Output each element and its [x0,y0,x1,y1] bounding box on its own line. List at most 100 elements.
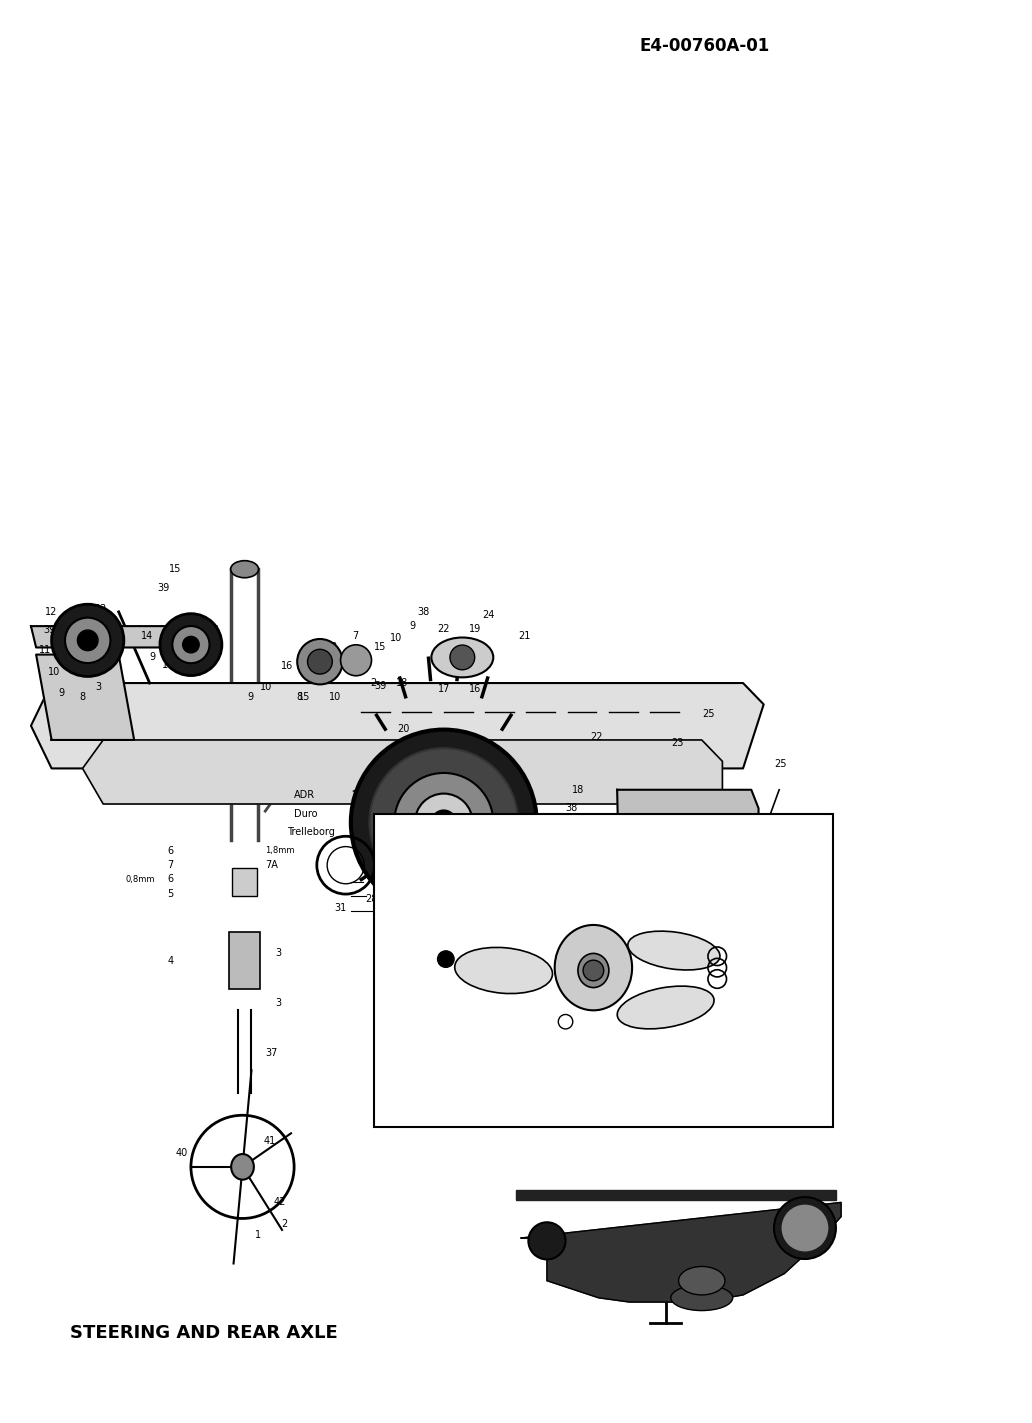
Text: 39: 39 [157,582,169,593]
Text: 12: 12 [45,606,58,618]
Bar [229,932,260,989]
Text: 21: 21 [722,988,735,999]
Circle shape [351,730,537,915]
Ellipse shape [431,638,493,677]
Text: 27: 27 [526,888,539,899]
Text: 32: 32 [630,877,642,888]
Circle shape [308,649,332,675]
Text: E4-00760A-01: E4-00760A-01 [640,37,770,54]
Text: Duro: Duro [294,808,318,820]
Circle shape [77,630,98,650]
Text: 19: 19 [469,623,481,635]
Circle shape [297,639,343,684]
Text: 1,8mm: 1,8mm [265,847,295,855]
Text: 3: 3 [276,998,282,1009]
Text: 16: 16 [469,683,481,694]
Text: 10: 10 [390,632,402,643]
Text: 2: 2 [370,677,377,689]
Text: 39: 39 [43,625,56,636]
Text: Trelleborg: Trelleborg [287,827,334,838]
Bar [232,868,257,896]
Text: 35: 35 [702,862,714,874]
Ellipse shape [671,1285,733,1311]
Text: 22: 22 [730,973,742,985]
Text: 42: 42 [273,1197,286,1208]
Circle shape [782,1205,828,1251]
Text: 34: 34 [691,842,704,854]
Text: 33: 33 [660,915,673,926]
Text: 15: 15 [374,642,386,653]
Text: 22: 22 [557,1022,570,1033]
Text: 15: 15 [461,906,474,918]
Text: 8: 8 [79,692,86,703]
Circle shape [183,636,199,653]
Text: 7A: 7A [265,859,278,871]
Circle shape [341,645,372,676]
Polygon shape [83,740,722,804]
Text: 15: 15 [298,692,311,703]
Text: 15: 15 [169,564,182,575]
Text: 9: 9 [59,687,65,699]
Text: 29: 29 [401,909,414,921]
Text: 9: 9 [248,692,254,703]
Text: 10: 10 [47,666,60,677]
Ellipse shape [679,1266,725,1295]
Ellipse shape [627,931,720,970]
Text: ALTERNATIVE: ALTERNATIVE [386,1110,499,1126]
Text: 16: 16 [281,660,293,672]
Circle shape [450,645,475,670]
Text: 15: 15 [340,660,352,672]
Text: 22: 22 [635,842,647,854]
Text: 38: 38 [566,803,578,814]
Circle shape [369,748,518,896]
Polygon shape [31,683,764,768]
Text: 16: 16 [489,926,502,938]
Text: 1: 1 [255,1229,261,1241]
Circle shape [774,1197,836,1259]
Circle shape [415,794,473,851]
Text: 27: 27 [351,827,364,838]
Circle shape [52,605,124,676]
Polygon shape [31,626,222,647]
Text: 27A: 27A [526,902,546,914]
Text: 36: 36 [730,962,742,973]
Text: 27A: 27A [351,808,372,820]
Ellipse shape [231,1154,254,1180]
Text: ADR: ADR [294,790,315,801]
Text: 31: 31 [334,902,347,914]
Polygon shape [521,1202,841,1302]
Text: 3: 3 [276,948,282,959]
Text: 3: 3 [95,682,101,693]
Circle shape [172,626,209,663]
Text: STEERING AND REAR AXLE: STEERING AND REAR AXLE [70,1325,337,1342]
Text: 5: 5 [167,888,173,899]
Circle shape [438,951,454,968]
Polygon shape [516,1190,836,1200]
Text: 28: 28 [365,894,378,905]
Circle shape [394,773,493,872]
Circle shape [431,810,456,835]
Text: 25: 25 [702,709,714,720]
Circle shape [160,613,222,676]
Circle shape [528,1222,566,1259]
Text: 33: 33 [741,891,753,902]
Circle shape [583,961,604,980]
Text: 38: 38 [417,606,429,618]
Text: 27B: 27B [351,790,372,801]
Text: 40: 40 [175,1147,188,1158]
Text: 22: 22 [722,969,735,980]
Ellipse shape [578,953,609,988]
Ellipse shape [230,561,258,578]
Text: 30: 30 [381,905,393,916]
Ellipse shape [455,948,552,993]
Text: 17: 17 [438,683,450,694]
Text: 20: 20 [397,723,410,734]
Text: 22: 22 [741,868,753,879]
Ellipse shape [555,925,632,1010]
Text: 41: 41 [263,1136,276,1147]
Polygon shape [617,790,759,899]
Text: 16: 16 [432,926,445,938]
Text: 22: 22 [438,623,450,635]
Text: 17: 17 [463,926,476,938]
Text: 54: 54 [667,901,679,912]
